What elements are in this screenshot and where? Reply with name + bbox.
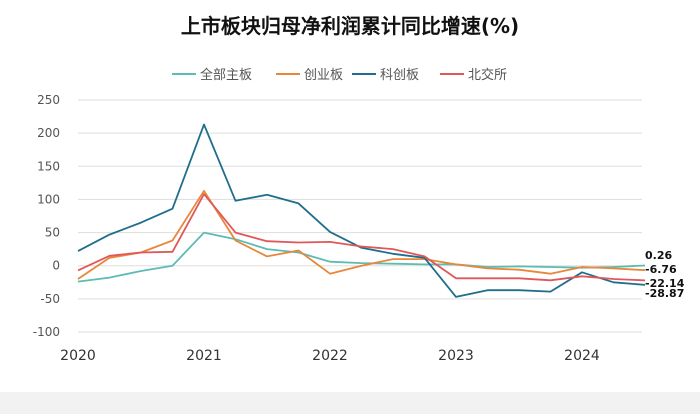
y-tick-label: 150 (37, 159, 60, 173)
series-lines (77, 123, 646, 298)
chart-title: 上市板块归母净利润累计同比增速(%) (181, 14, 519, 38)
series-line (77, 193, 646, 282)
end-value-label: -22.14 (645, 277, 685, 290)
y-tick-label: 0 (52, 259, 60, 273)
series-line (77, 189, 646, 280)
y-tick-label: -50 (40, 292, 60, 306)
bottom-strip (0, 392, 700, 414)
x-axis: 2020 2021 2022 2023 2024 (60, 348, 600, 364)
y-tick-label: -100 (33, 325, 60, 339)
end-value-label: -28.87 (645, 287, 684, 300)
legend-label: 全部主板 (200, 67, 252, 83)
legend-label: 科创板 (380, 68, 419, 83)
x-tick-label: 2023 (438, 348, 474, 364)
y-tick-label: 200 (37, 126, 60, 140)
y-axis: -100 -50 0 50 100 150 200 250 (33, 93, 60, 339)
series-line (77, 123, 646, 298)
y-tick-label: 50 (45, 226, 60, 240)
y-tick-label: 250 (37, 93, 60, 107)
y-tick-label: 100 (37, 192, 60, 206)
grid (78, 99, 642, 333)
series-line (77, 231, 646, 283)
legend-label: 创业板 (304, 68, 343, 83)
end-value-label: -6.76 (645, 263, 677, 276)
x-tick-label: 2022 (312, 348, 348, 364)
x-tick-label: 2020 (60, 348, 96, 364)
x-tick-label: 2024 (564, 348, 600, 364)
legend-label: 北交所 (468, 67, 507, 83)
end-labels: 0.26-6.76-22.14-28.87 (645, 249, 685, 300)
end-value-label: 0.26 (645, 249, 672, 262)
legend: 全部主板 创业板 科创板 北交所 (172, 67, 507, 83)
x-tick-label: 2021 (186, 348, 222, 364)
